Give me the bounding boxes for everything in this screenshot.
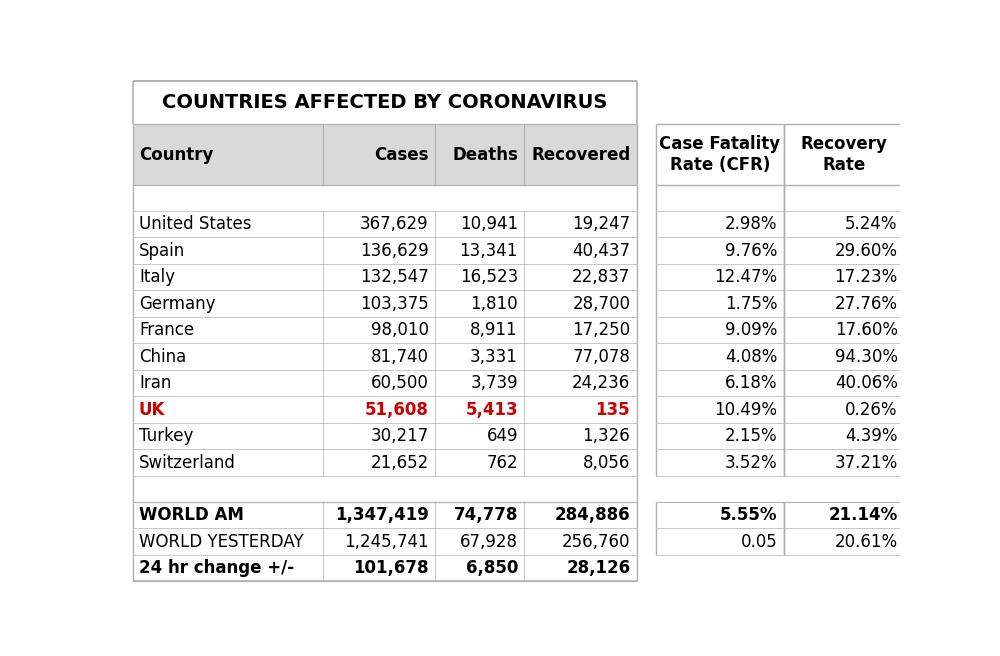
Text: Italy: Italy (139, 268, 175, 286)
Text: 67,928: 67,928 (460, 533, 518, 550)
Text: 19,247: 19,247 (572, 215, 630, 233)
Text: 74,778: 74,778 (454, 506, 518, 524)
Text: 367,629: 367,629 (360, 215, 429, 233)
Text: 40.06%: 40.06% (835, 374, 898, 392)
Text: 0.05: 0.05 (741, 533, 778, 550)
Text: 17.23%: 17.23% (834, 268, 898, 286)
Text: Recovered: Recovered (531, 146, 630, 164)
Text: 28,700: 28,700 (572, 295, 630, 313)
Text: 81,740: 81,740 (371, 348, 429, 365)
Text: 284,886: 284,886 (555, 506, 630, 524)
Text: 24 hr change +/-: 24 hr change +/- (139, 559, 294, 577)
Text: 30,217: 30,217 (371, 427, 429, 445)
Text: 12.47%: 12.47% (714, 268, 778, 286)
Text: 29.60%: 29.60% (835, 241, 898, 260)
Bar (133, 81, 637, 125)
Text: 5.24%: 5.24% (845, 215, 898, 233)
Text: 9.09%: 9.09% (725, 321, 778, 339)
Text: 3,739: 3,739 (470, 374, 518, 392)
Text: 37.21%: 37.21% (834, 454, 898, 472)
Text: Iran: Iran (139, 374, 171, 392)
Text: Recovery
Rate: Recovery Rate (800, 135, 887, 174)
Text: Cases: Cases (374, 146, 429, 164)
Text: 2.98%: 2.98% (725, 215, 778, 233)
Text: 20.61%: 20.61% (835, 533, 898, 550)
Text: 6,850: 6,850 (466, 559, 518, 577)
Text: Turkey: Turkey (139, 427, 193, 445)
Text: 4.39%: 4.39% (845, 427, 898, 445)
Text: 24,236: 24,236 (572, 374, 630, 392)
Text: WORLD AM: WORLD AM (139, 506, 244, 524)
Text: 256,760: 256,760 (562, 533, 630, 550)
Text: 98,010: 98,010 (371, 321, 429, 339)
Text: 101,678: 101,678 (353, 559, 429, 577)
Text: 9.76%: 9.76% (725, 241, 778, 260)
Text: Country: Country (139, 146, 213, 164)
Text: 17.60%: 17.60% (835, 321, 898, 339)
Text: 22,837: 22,837 (572, 268, 630, 286)
Text: UK: UK (139, 401, 165, 419)
Text: 649: 649 (486, 427, 518, 445)
Text: 94.30%: 94.30% (835, 348, 898, 365)
Text: COUNTRIES AFFECTED BY CORONAVIRUS: COUNTRIES AFFECTED BY CORONAVIRUS (162, 93, 607, 112)
Text: 17,250: 17,250 (572, 321, 630, 339)
Text: 13,341: 13,341 (460, 241, 518, 260)
Text: Germany: Germany (139, 295, 215, 313)
Text: 2.15%: 2.15% (725, 427, 778, 445)
Text: 5.55%: 5.55% (720, 506, 778, 524)
Text: 5,413: 5,413 (465, 401, 518, 419)
Text: United States: United States (139, 215, 251, 233)
Text: 4.08%: 4.08% (725, 348, 778, 365)
Text: 0.26%: 0.26% (845, 401, 898, 419)
Text: 8,911: 8,911 (470, 321, 518, 339)
Text: Case Fatality
Rate (CFR): Case Fatality Rate (CFR) (659, 135, 780, 174)
Text: 27.76%: 27.76% (835, 295, 898, 313)
Text: WORLD YESTERDAY: WORLD YESTERDAY (139, 533, 304, 550)
Text: 40,437: 40,437 (572, 241, 630, 260)
Text: 77,078: 77,078 (572, 348, 630, 365)
Text: 1,326: 1,326 (583, 427, 630, 445)
Bar (133, 125, 637, 185)
Text: 60,500: 60,500 (371, 374, 429, 392)
Text: China: China (139, 348, 186, 365)
Text: 1.75%: 1.75% (725, 295, 778, 313)
Text: Switzerland: Switzerland (139, 454, 236, 472)
Text: 28,126: 28,126 (566, 559, 630, 577)
Text: 10,941: 10,941 (460, 215, 518, 233)
Text: 1,810: 1,810 (470, 295, 518, 313)
Text: 16,523: 16,523 (460, 268, 518, 286)
Text: 10.49%: 10.49% (715, 401, 778, 419)
Text: 132,547: 132,547 (360, 268, 429, 286)
Text: Spain: Spain (139, 241, 185, 260)
Text: 8,056: 8,056 (583, 454, 630, 472)
Text: 21,652: 21,652 (371, 454, 429, 472)
Text: 6.18%: 6.18% (725, 374, 778, 392)
Bar (656, 125, 904, 185)
Text: 3.52%: 3.52% (725, 454, 778, 472)
Text: Deaths: Deaths (452, 146, 518, 164)
Text: 3,331: 3,331 (470, 348, 518, 365)
Text: 762: 762 (486, 454, 518, 472)
Text: 103,375: 103,375 (360, 295, 429, 313)
Text: 1,245,741: 1,245,741 (344, 533, 429, 550)
Text: 21.14%: 21.14% (828, 506, 898, 524)
Text: France: France (139, 321, 194, 339)
Text: 135: 135 (596, 401, 630, 419)
Text: 51,608: 51,608 (365, 401, 429, 419)
Text: 1,347,419: 1,347,419 (335, 506, 429, 524)
Text: 136,629: 136,629 (360, 241, 429, 260)
